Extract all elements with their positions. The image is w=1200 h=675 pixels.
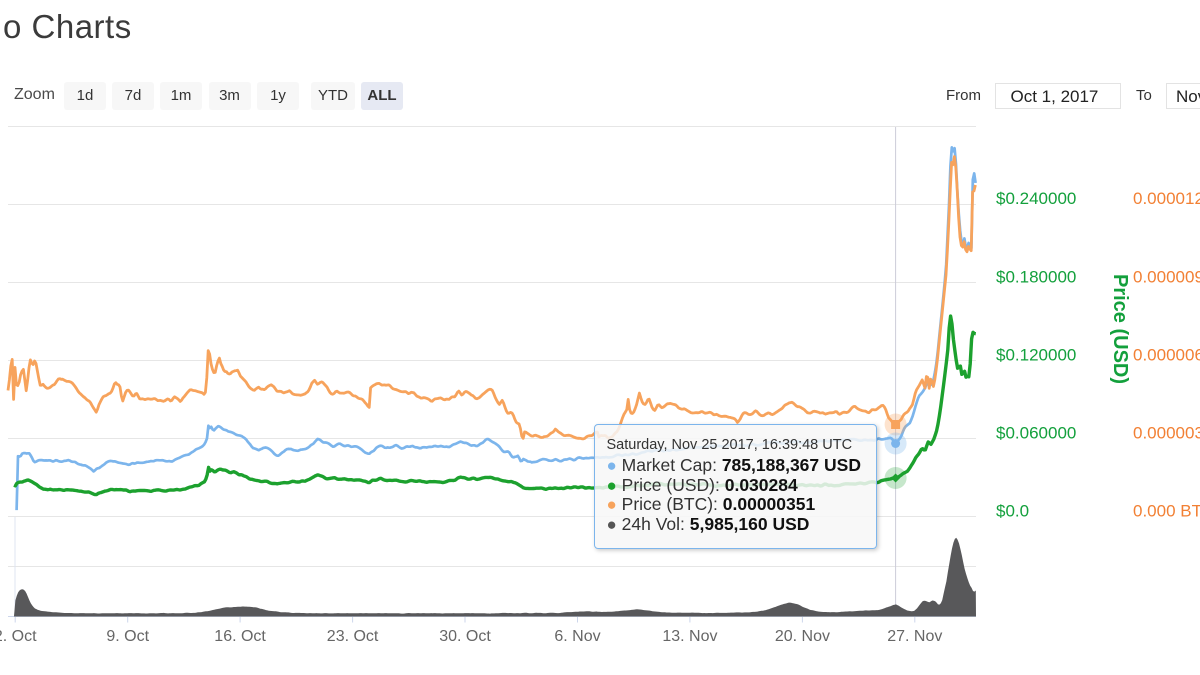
svg-text:13. Nov: 13. Nov	[662, 628, 717, 645]
svg-text:0.000 BTC: 0.000 BTC	[1133, 502, 1200, 521]
svg-text:$0.180000: $0.180000	[996, 268, 1076, 287]
svg-text:9. Oct: 9. Oct	[106, 628, 149, 645]
svg-text:Price (USD): Price (USD)	[1109, 274, 1131, 384]
svg-text:16. Oct: 16. Oct	[214, 628, 266, 645]
svg-text:$0.060000: $0.060000	[996, 424, 1076, 443]
svg-text:$0.0: $0.0	[996, 502, 1029, 521]
svg-text:23. Oct: 23. Oct	[327, 628, 379, 645]
svg-text:20. Nov: 20. Nov	[775, 628, 830, 645]
svg-text:$0.240000: $0.240000	[996, 189, 1076, 208]
svg-text:27. Nov: 27. Nov	[887, 628, 942, 645]
svg-text:$0.120000: $0.120000	[996, 346, 1076, 365]
svg-text:6. Nov: 6. Nov	[554, 628, 600, 645]
svg-text:2. Oct: 2. Oct	[0, 628, 37, 645]
svg-text:30. Oct: 30. Oct	[439, 628, 491, 645]
